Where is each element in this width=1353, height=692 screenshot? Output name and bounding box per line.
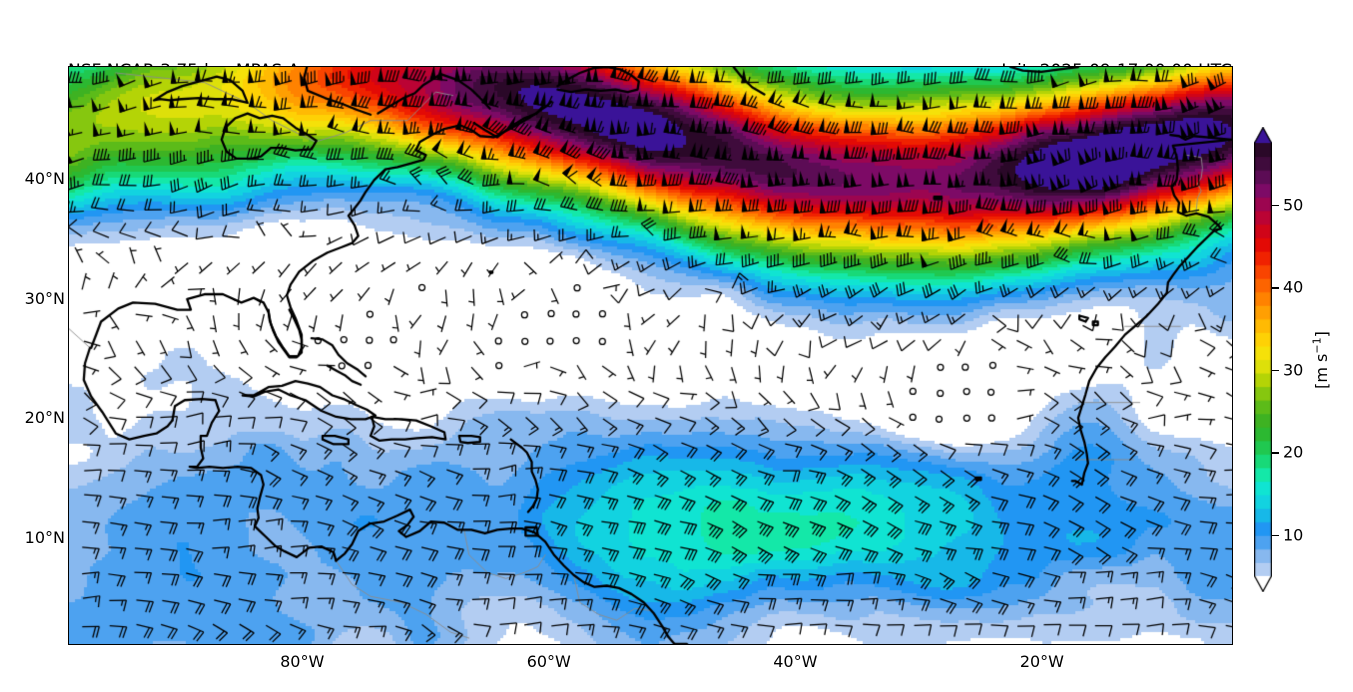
colorbar-tick-label-30: 30 [1283, 360, 1304, 380]
wind-speed-field-canvas [69, 67, 1232, 644]
colorbar-title: [m s−1] [1310, 331, 1331, 389]
x-axis-label-80: 80°W [280, 652, 325, 671]
colorbar-units-exponent: −1 [1310, 337, 1324, 354]
y-axis-label-40: 40°N [24, 169, 65, 189]
y-axis-label-10: 10°N [24, 527, 65, 547]
colorbar-tick-label-20: 20 [1283, 442, 1304, 462]
map-plot-area[interactable] [68, 66, 1233, 645]
colorbar-tick-50 [1272, 204, 1279, 207]
colorbar-tick-label-10: 10 [1283, 525, 1304, 545]
colorbar-tick-30 [1272, 369, 1279, 372]
colorbar-tick-40 [1272, 287, 1279, 289]
colorbar-tick-10 [1272, 534, 1279, 537]
colorbar-gradient [1254, 127, 1272, 592]
x-axis-label-60: 60°W [526, 652, 571, 671]
colorbar-tick-label-50: 50 [1283, 195, 1304, 215]
y-axis-label-30: 30°N [24, 288, 65, 308]
colorbar-tick-label-40: 40 [1283, 277, 1304, 297]
x-axis-label-20: 20°W [1019, 652, 1064, 671]
x-axis-label-40: 40°W [773, 652, 818, 671]
colorbar-tick-20 [1272, 452, 1279, 454]
y-axis-label-20: 20°N [24, 408, 65, 428]
colorbar[interactable] [1254, 127, 1272, 592]
